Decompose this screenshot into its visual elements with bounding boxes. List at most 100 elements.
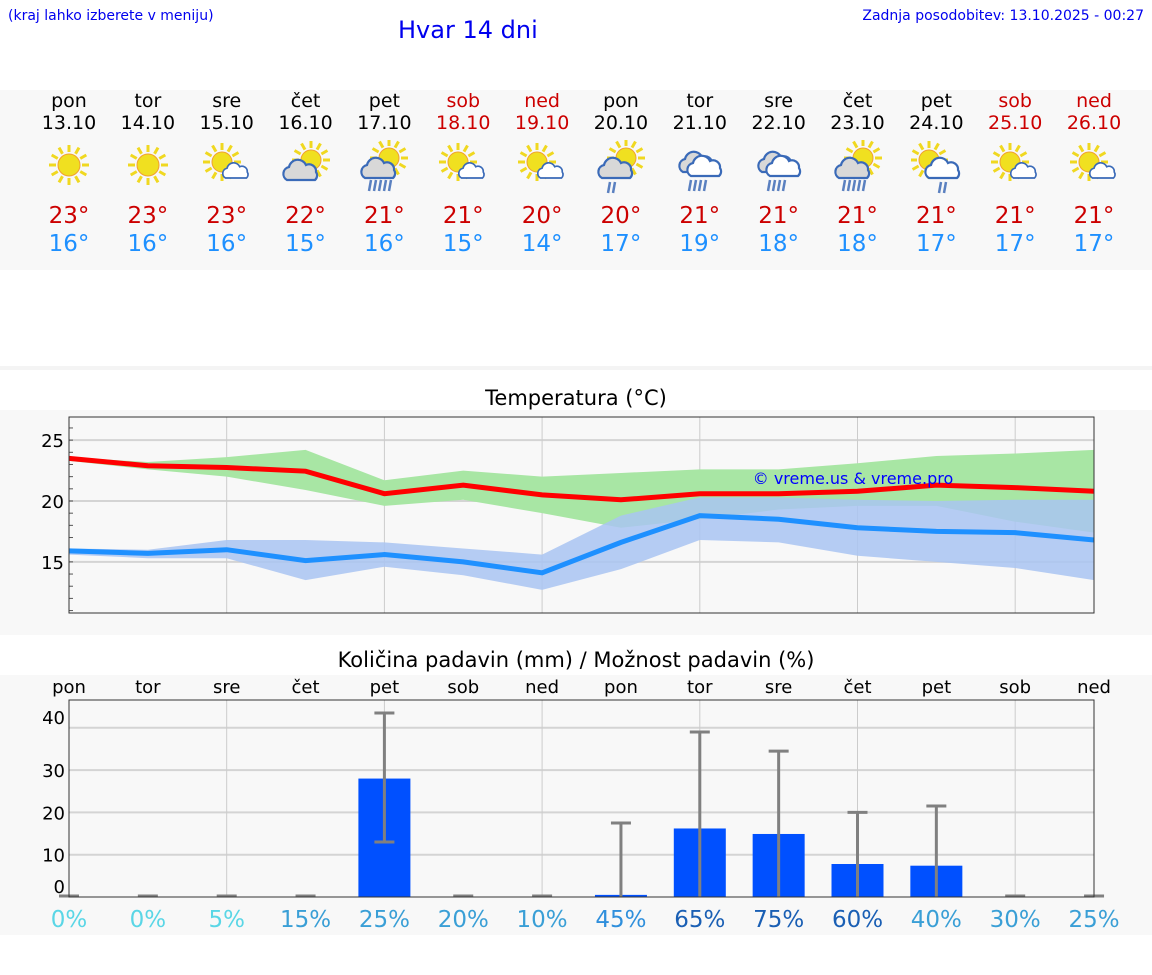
day-name: tor [134, 90, 162, 112]
rain-icon [606, 181, 617, 194]
precip-probability: 75% [753, 907, 804, 933]
max-temp: 21° [837, 203, 878, 229]
day-date: 23.10 [830, 112, 885, 134]
min-temp-line [68, 513, 1095, 576]
day-date: 17.10 [357, 112, 412, 134]
temperature-chart-title: Temperatura (°C) [485, 386, 667, 410]
cloud-icon [924, 156, 961, 180]
sun-small-cloud-icon [202, 140, 252, 200]
day-label: sre [213, 677, 240, 698]
y-tick-label: 20 [41, 492, 64, 513]
sun-small-cloud-icon [990, 140, 1040, 200]
day-forecast: tor 21.10 21° 19° [660, 90, 740, 258]
day-name: pon [603, 90, 639, 112]
daily-forecast-strip: pon 13.10 23° 16° tor 14.10 23° 16° sre 15… [0, 90, 1152, 270]
precip-probability: 30% [990, 907, 1041, 933]
min-temp: 18° [758, 231, 800, 257]
precip-probability: 45% [595, 907, 646, 933]
min-temp: 18° [837, 231, 878, 257]
temperature-chart: 15 20 25 © vreme.us & vreme.pro [41, 416, 1095, 614]
day-forecast: čet 16.10 22° 15° [266, 90, 346, 258]
precip-probability: 25% [1068, 907, 1119, 933]
min-temp: 17° [1073, 231, 1115, 257]
max-temp: 23° [206, 203, 248, 229]
day-name: tor [686, 90, 714, 112]
day-date: 13.10 [41, 112, 97, 134]
precip-probability: 10% [517, 907, 568, 933]
max-temp: 21° [364, 203, 405, 229]
min-temp: 17° [915, 231, 957, 257]
day-label: ned [1077, 677, 1111, 698]
day-name: sre [212, 90, 242, 112]
day-name: ned [524, 90, 560, 112]
day-name: čet [290, 90, 321, 112]
rain-icon [687, 179, 708, 192]
day-forecast: pet 17.10 21° 16° [344, 90, 424, 258]
max-temp: 21° [679, 203, 721, 229]
day-name: sob [446, 90, 481, 112]
y-tick-label: 10 [42, 846, 65, 867]
precip-probability: 20% [438, 907, 489, 933]
watermark: © vreme.us & vreme.pro [753, 469, 954, 488]
day-date: 14.10 [120, 112, 176, 134]
day-forecast: pon 13.10 23° 16° [29, 90, 109, 258]
day-forecast: pon 20.10 20° 17° [581, 90, 661, 258]
cloud-sun-rain-icon [833, 139, 883, 200]
min-temp: 17° [600, 231, 642, 257]
day-name: sob [998, 90, 1032, 112]
cloud-icon [1089, 162, 1116, 179]
max-temp: 21° [758, 203, 800, 229]
day-forecast: tor 14.10 23° 16° [108, 90, 188, 258]
sun-small-cloud-icon [1069, 140, 1119, 200]
divider [0, 366, 1152, 370]
day-forecast: ned 26.10 21° 17° [1054, 90, 1134, 258]
cloudy-rain-icon [675, 140, 725, 200]
plot-area [69, 700, 1094, 897]
precip-probability: 5% [208, 907, 245, 933]
day-name: ned [1076, 90, 1112, 112]
precip-probability: 40% [911, 907, 962, 933]
precip-probability: 25% [359, 907, 410, 933]
min-temp: 16° [364, 231, 405, 257]
temperature-chart-panel: 15 20 25 © vreme.us & vreme.pro [0, 410, 1152, 635]
day-date: 25.10 [987, 112, 1043, 134]
cloud-sun-light-rain-icon [596, 139, 646, 200]
location-hint: (kraj lahko izberete v meniju) [8, 8, 214, 24]
sun-icon [127, 145, 168, 185]
cloud-icon [221, 162, 249, 179]
day-forecast: čet 23.10 21° 18° [818, 90, 898, 258]
day-date: 20.10 [593, 112, 649, 134]
sun-icon [49, 145, 89, 185]
y-tick-label: 20 [42, 803, 65, 824]
max-temp: 20° [521, 203, 563, 229]
min-temp: 19° [679, 231, 721, 257]
day-label: ned [525, 677, 559, 698]
day-label: pet [370, 677, 400, 698]
cloud-icon [458, 162, 486, 179]
precip-probability: 0% [51, 907, 88, 933]
max-temp: 21° [1073, 203, 1115, 229]
day-label: sre [765, 677, 792, 698]
precipitation-chart: pon tor sre čet pet sob ned pon tor sre čet pet sob n… [42, 677, 1120, 933]
cloud-icon [537, 162, 564, 179]
day-date: 24.10 [909, 112, 964, 134]
min-temp: 15° [442, 231, 484, 257]
day-name: čet [842, 90, 873, 112]
cloud-icon [764, 154, 801, 178]
y-tick-label: 15 [41, 553, 64, 574]
day-date: 18.10 [436, 112, 491, 134]
precipitation-chart-panel: pon tor sre čet pet sob ned pon tor sre čet pet sob n… [0, 675, 1152, 935]
max-temp: 23° [48, 203, 90, 229]
day-label: sob [447, 677, 479, 698]
day-date: 15.10 [199, 112, 254, 134]
cloud-icon [360, 156, 397, 180]
y-tick-label: 25 [41, 431, 64, 452]
y-tick-label: 30 [42, 761, 65, 782]
day-label: pon [52, 677, 86, 698]
day-forecast: sob 25.10 21° 17° [975, 90, 1055, 258]
day-forecast: ned 19.10 20° 14° [502, 90, 582, 258]
precip-probability: 60% [832, 907, 883, 933]
rain-icon [938, 181, 948, 194]
cloud-icon [597, 156, 634, 180]
precip-probability: 15% [280, 907, 331, 933]
